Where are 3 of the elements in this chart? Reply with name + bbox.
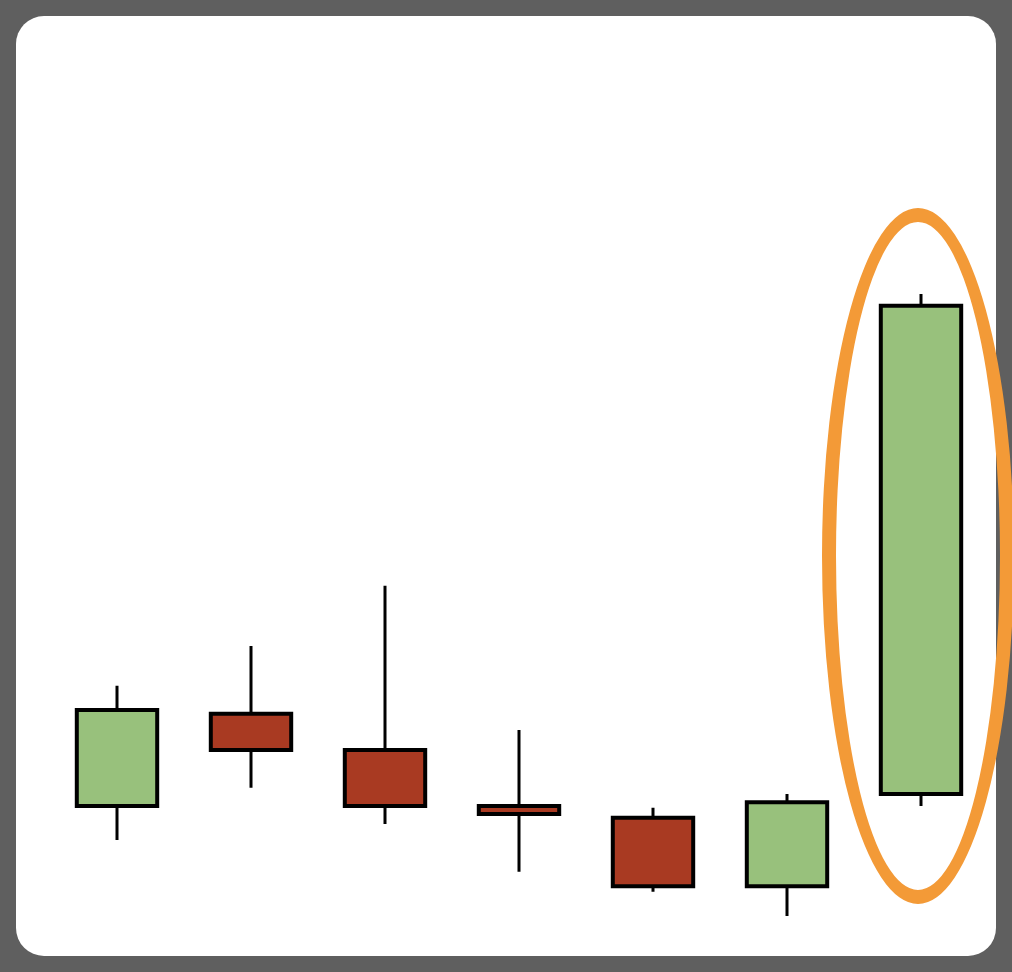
candlestick [878,292,964,808]
candlestick [74,684,160,842]
candlestick [744,792,830,918]
